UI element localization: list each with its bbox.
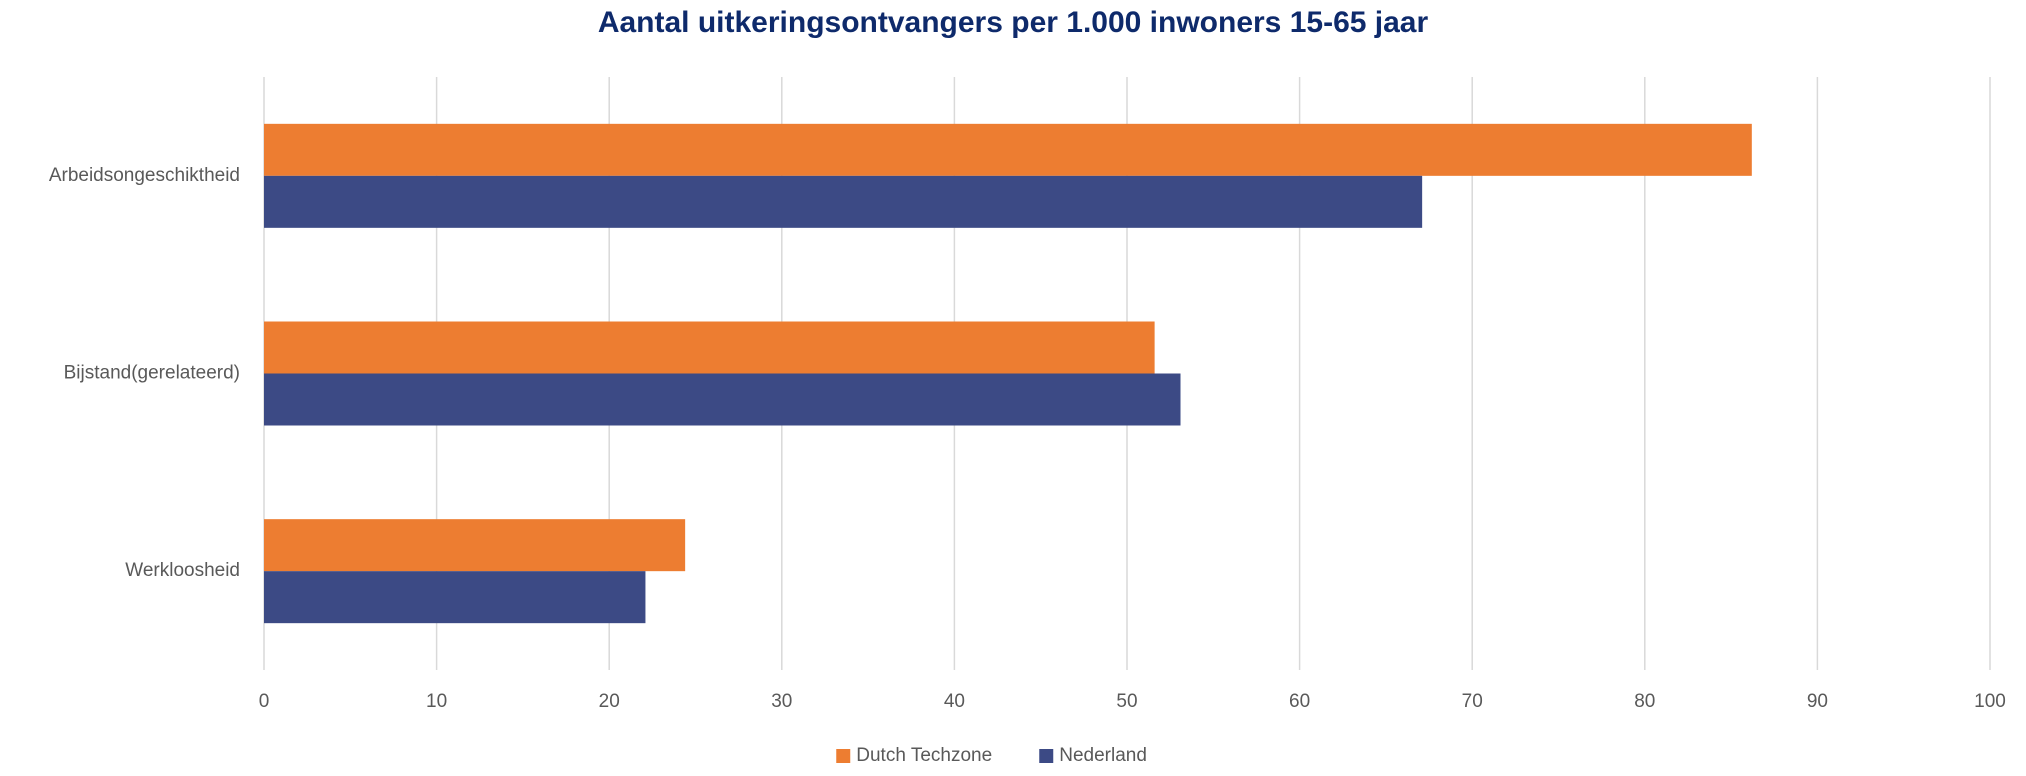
x-tick-label: 90 bbox=[1807, 691, 1828, 712]
bar bbox=[264, 519, 686, 572]
x-tick-label: 20 bbox=[599, 691, 620, 712]
bar bbox=[264, 123, 1752, 176]
legend-swatch bbox=[836, 749, 851, 763]
bar bbox=[264, 175, 1423, 228]
x-tick-label: 50 bbox=[1116, 691, 1137, 712]
y-tick-label: Werkloosheid bbox=[125, 560, 240, 581]
y-tick-label: Arbeidsongeschiktheid bbox=[49, 165, 240, 186]
x-tick-label: 40 bbox=[944, 691, 965, 712]
x-tick-label: 10 bbox=[426, 691, 447, 712]
chart-title: Aantal uitkeringsontvangers per 1.000 in… bbox=[598, 6, 1429, 39]
bar bbox=[264, 373, 1181, 426]
x-tick-label: 0 bbox=[259, 691, 270, 712]
legend-label: Dutch Techzone bbox=[856, 745, 992, 766]
legend-label: Nederland bbox=[1059, 745, 1147, 766]
legend-swatch bbox=[1039, 749, 1054, 763]
x-tick-label: 70 bbox=[1462, 691, 1483, 712]
x-tick-label: 80 bbox=[1634, 691, 1655, 712]
x-tick-label: 30 bbox=[771, 691, 792, 712]
bar bbox=[264, 321, 1155, 374]
y-tick-label: Bijstand(gerelateerd) bbox=[64, 363, 240, 384]
x-tick-label: 100 bbox=[1974, 691, 2006, 712]
bar bbox=[264, 571, 646, 624]
x-tick-label: 60 bbox=[1289, 691, 1310, 712]
